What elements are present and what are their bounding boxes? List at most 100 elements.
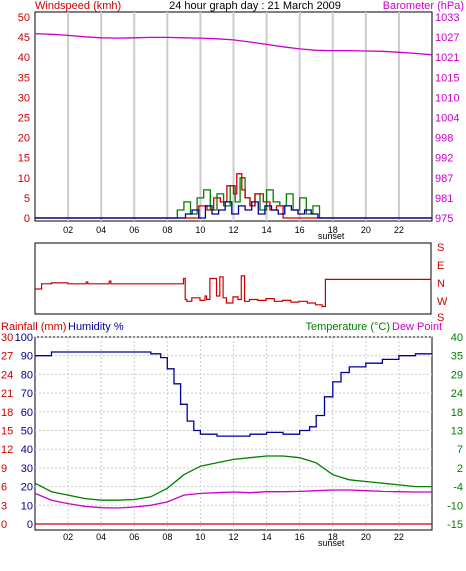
windspeed-tick-label: 15 [18, 153, 30, 165]
windspeed-tick-label: 20 [18, 133, 30, 145]
rainfall-tick-label: 15 [1, 426, 13, 438]
hour-tick-label: 12 [228, 225, 238, 235]
temperature-axis-label: Temperature (°C) [306, 321, 390, 333]
rainfall-tick-label: 0 [1, 519, 7, 531]
barometer-tick-label: 992 [435, 153, 453, 165]
hour-tick-label: 18 [328, 225, 338, 235]
hour-tick-label: 22 [394, 532, 404, 542]
hour-tick-label: 08 [162, 532, 172, 542]
series-line-green [34, 455, 432, 501]
hour-tick-label: 18 [328, 532, 338, 542]
sunset-label-top: sunset [318, 231, 345, 241]
humidity-tick-label: 40 [21, 444, 33, 456]
humidity-tick-label: 90 [21, 351, 33, 363]
hour-tick-label: 02 [63, 532, 73, 542]
rainfall-tick-label: 9 [1, 463, 7, 475]
direction-label: N [437, 278, 445, 290]
rainfall-tick-label: 12 [1, 444, 13, 456]
series-line-magenta [34, 489, 432, 509]
temperature-tick-label: -4 [453, 482, 463, 494]
hour-tick-label: 02 [63, 225, 73, 235]
hour-tick-label: 08 [162, 225, 172, 235]
rainfall-tick-labels: 0 3 6 9 12 15 18 21 24 27 30 [1, 332, 13, 531]
windspeed-tick-label: 5 [24, 193, 30, 205]
temperature-tick-label: 29 [451, 369, 463, 381]
barometer-tick-label: 1010 [435, 92, 459, 104]
hour-tick-label: 12 [228, 532, 238, 542]
rainfall-tick-label: 30 [1, 332, 13, 344]
hour-tick-label: 06 [129, 225, 139, 235]
temperature-tick-label: 2 [457, 463, 463, 475]
sunset-label-bottom: sunset [318, 538, 345, 548]
temperature-tick-label: -10 [447, 500, 463, 512]
wind-panel-hour-labels: 02 04 06 08 10 12 14 16 18 20 22 [63, 225, 404, 235]
temperature-tick-label: 7 [457, 444, 463, 456]
windspeed-tick-label: 45 [18, 32, 30, 44]
rainfall-tick-label: 18 [1, 407, 13, 419]
hour-tick-label: 22 [394, 225, 404, 235]
barometer-tick-label: 1021 [435, 52, 459, 64]
windspeed-tick-label: 25 [18, 113, 30, 125]
temperature-tick-label: -15 [447, 519, 463, 531]
humidity-tick-label: 10 [21, 500, 33, 512]
humidity-panel-series [34, 351, 432, 525]
barometer-tick-label: 1015 [435, 72, 459, 84]
windspeed-tick-label: 40 [18, 52, 30, 64]
windspeed-tick-label: 30 [18, 92, 30, 104]
wind-panel-series [34, 32, 433, 219]
series-line-blue [35, 351, 432, 437]
windspeed-tick-labels: 0 5 10 15 20 25 30 35 40 45 50 [18, 12, 30, 225]
hour-tick-label: 14 [262, 532, 272, 542]
series-line-red [35, 173, 432, 219]
hour-tick-label: 06 [129, 532, 139, 542]
humidity-tick-label: 20 [21, 482, 33, 494]
hour-tick-label: 14 [262, 225, 272, 235]
humidity-tick-label: 80 [21, 369, 33, 381]
temperature-tick-label: 24 [451, 388, 463, 400]
temperature-tick-label: 13 [451, 426, 463, 438]
hour-tick-label: 16 [295, 532, 305, 542]
humidity-panel-hour-labels: 02 04 06 08 10 12 14 16 18 20 22 [63, 532, 404, 542]
direction-label: S [437, 312, 444, 324]
rainfall-axis-label: Rainfall (mm) [1, 321, 66, 333]
series-line-magenta [34, 32, 433, 56]
barometer-tick-label: 981 [435, 193, 453, 205]
wind-direction-line [35, 275, 432, 308]
temperature-tick-label: 35 [451, 351, 463, 363]
temperature-tick-label: 18 [451, 407, 463, 419]
barometer-tick-label: 998 [435, 133, 453, 145]
humidity-axis-label: Humidity % [68, 321, 124, 333]
hour-tick-label: 16 [295, 225, 305, 235]
rainfall-tick-label: 27 [1, 351, 13, 363]
windspeed-tick-label: 0 [24, 213, 30, 225]
direction-label: E [437, 260, 444, 272]
humidity-tick-label: 60 [21, 407, 33, 419]
humidity-tick-label: 0 [27, 519, 33, 531]
hour-tick-label: 20 [361, 532, 371, 542]
hour-tick-label: 20 [361, 225, 371, 235]
barometer-axis-label: Barometer (hPa) [383, 0, 464, 12]
series-line-blue [35, 201, 432, 219]
temperature-tick-label: 40 [451, 332, 463, 344]
windspeed-tick-label: 50 [18, 12, 30, 24]
humidity-tick-label: 100 [15, 332, 33, 344]
barometer-tick-labels: 975 981 987 992 998 1004 1010 1015 1021 1027 1033 [435, 12, 459, 225]
hour-tick-label: 04 [96, 225, 106, 235]
dewpoint-axis-label: Dew Point [392, 321, 442, 333]
barometer-tick-label: 1027 [435, 32, 459, 44]
rainfall-tick-label: 6 [1, 482, 7, 494]
windspeed-tick-label: 35 [18, 72, 30, 84]
humidity-tick-label: 70 [21, 388, 33, 400]
humidity-tick-label: 50 [21, 426, 33, 438]
rainfall-tick-label: 21 [1, 388, 13, 400]
direction-label: S [437, 242, 444, 254]
rainfall-tick-label: 3 [1, 500, 7, 512]
barometer-tick-label: 987 [435, 173, 453, 185]
barometer-tick-label: 1033 [435, 12, 459, 24]
